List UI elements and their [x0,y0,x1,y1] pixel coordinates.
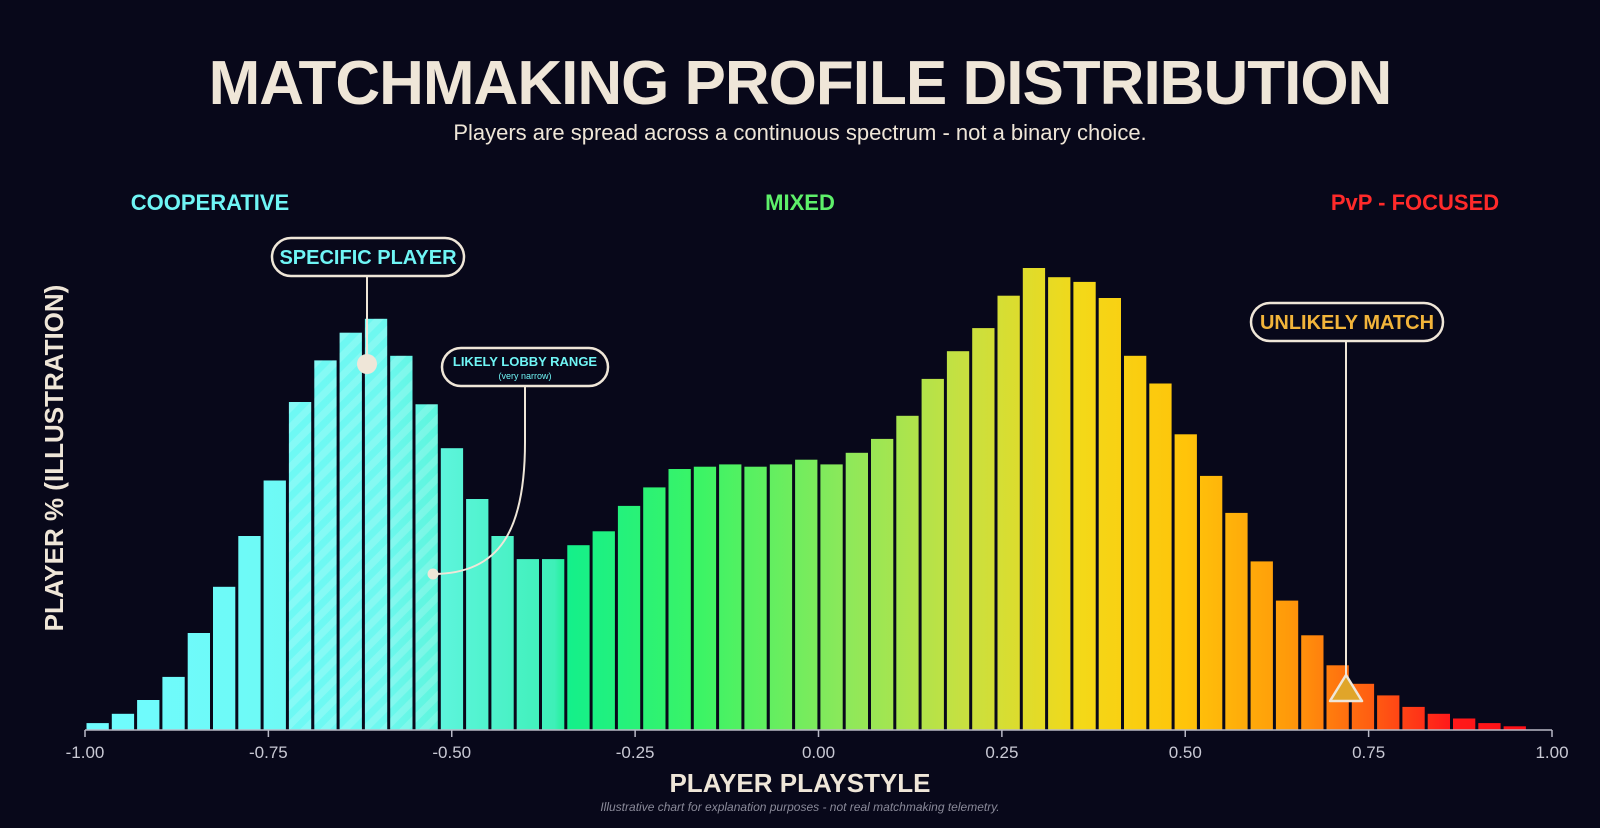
unlikely-match-marker [1328,673,1364,703]
likely-lobby-anchor-dot [427,568,439,580]
unlikely-match-callout: UNLIKELY MATCH [1249,301,1445,703]
histogram-bar [871,438,894,730]
histogram-bar [213,586,236,730]
histogram-bar [1174,434,1197,730]
x-tick-label: 0.25 [985,743,1018,762]
histogram-bar [137,700,160,730]
histogram-bar [617,505,641,730]
histogram-bar [921,378,944,730]
histogram-bar [86,723,109,730]
likely-lobby-leader-line [432,386,526,575]
histogram-bar [1225,512,1248,730]
likely-lobby-callout: LIKELY LOBBY RANGE (very narrow) [427,346,610,580]
x-tick-label: -0.50 [432,743,471,762]
histogram-bar [1301,635,1324,730]
x-tick-label: 0.00 [802,743,835,762]
histogram-bar [668,469,691,730]
histogram-bar [567,545,590,730]
specific-player-box [270,236,466,278]
chart-title: MATCHMAKING PROFILE DISTRIBUTION [208,49,1393,118]
histogram-bar [491,536,514,730]
x-axis-ticks: -1.00 -0.75 -0.50 -0.25 0.00 0.25 0.50 0.75 1.00 [66,730,1569,762]
histogram-bar [845,452,868,730]
histogram-bar [516,559,539,730]
histogram-bar [1275,600,1299,730]
histogram-bar [1022,268,1046,730]
chart-subtitle: Players are spread across a continuous s… [453,120,1147,145]
histogram-bar [643,487,666,730]
unlikely-match-box [1249,301,1445,343]
histogram-bar [1149,383,1172,730]
x-tick-label: -1.00 [66,743,105,762]
histogram-bar [795,459,818,730]
y-axis-title: PLAYER % (ILLUSTRATION) [39,285,69,632]
zone-label-cooperative: COOPERATIVE [131,190,290,215]
histogram-bar [820,464,843,730]
zone-label-pvp: PvP - FOCUSED [1331,190,1499,215]
histogram-bar [1503,726,1526,730]
likely-lobby-sublabel: (very narrow) [498,371,551,381]
x-tick-label: 1.00 [1535,743,1568,762]
histogram-bar [1073,281,1096,730]
histogram-bar [1124,355,1147,730]
histogram-bar [162,676,185,730]
likely-lobby-label: LIKELY LOBBY RANGE [453,354,598,369]
x-tick-label: -0.75 [249,743,288,762]
x-tick-label: 0.50 [1169,743,1202,762]
histogram-bar [1453,718,1476,730]
histogram-bar [542,559,565,730]
histogram-bar [1427,713,1450,730]
histogram-bar [1402,706,1425,730]
histogram-bar [263,480,286,730]
histogram-bar [187,633,210,730]
histogram-bar [1478,723,1501,730]
lobby-range-highlight [288,318,438,730]
histogram-bar [1048,277,1071,730]
specific-player-marker [357,354,377,374]
x-tick-label: 0.75 [1352,743,1385,762]
histogram-bar [997,295,1020,730]
histogram-bar [111,713,135,730]
lobby-range-bar-stripes [314,360,337,730]
histogram-bar [592,531,615,730]
histogram-bar [1098,298,1121,730]
specific-player-label: SPECIFIC PLAYER [279,247,457,269]
histogram-bar [466,499,489,730]
x-tick-label: -0.25 [616,743,655,762]
histogram-bar [238,536,261,730]
likely-lobby-box [440,346,610,388]
lobby-range-bar-stripes [339,332,362,730]
histogram-bar [744,466,767,730]
specific-player-callout: SPECIFIC PLAYER [270,236,466,374]
histogram-bar [693,466,717,730]
histogram-bar [440,448,464,730]
lobby-range-bar-stripes [415,404,438,730]
histogram-bar [896,415,919,730]
histogram-bar [719,464,742,730]
footnote: Illustrative chart for explanation purpo… [600,800,1000,814]
zone-label-mixed: MIXED [765,190,835,215]
lobby-range-bar-stripes [364,318,388,730]
histogram-bar [1250,561,1273,730]
histogram-bar [1200,475,1223,730]
x-axis-title: PLAYER PLAYSTYLE [669,768,930,798]
lobby-range-bar-stripes [390,355,413,730]
lobby-range-bar-stripes [288,402,312,730]
histogram-bar [1377,695,1400,730]
unlikely-match-label: UNLIKELY MATCH [1260,312,1434,334]
histogram-bar [769,464,793,730]
histogram-bar [946,351,970,730]
histogram-bar [972,328,995,730]
